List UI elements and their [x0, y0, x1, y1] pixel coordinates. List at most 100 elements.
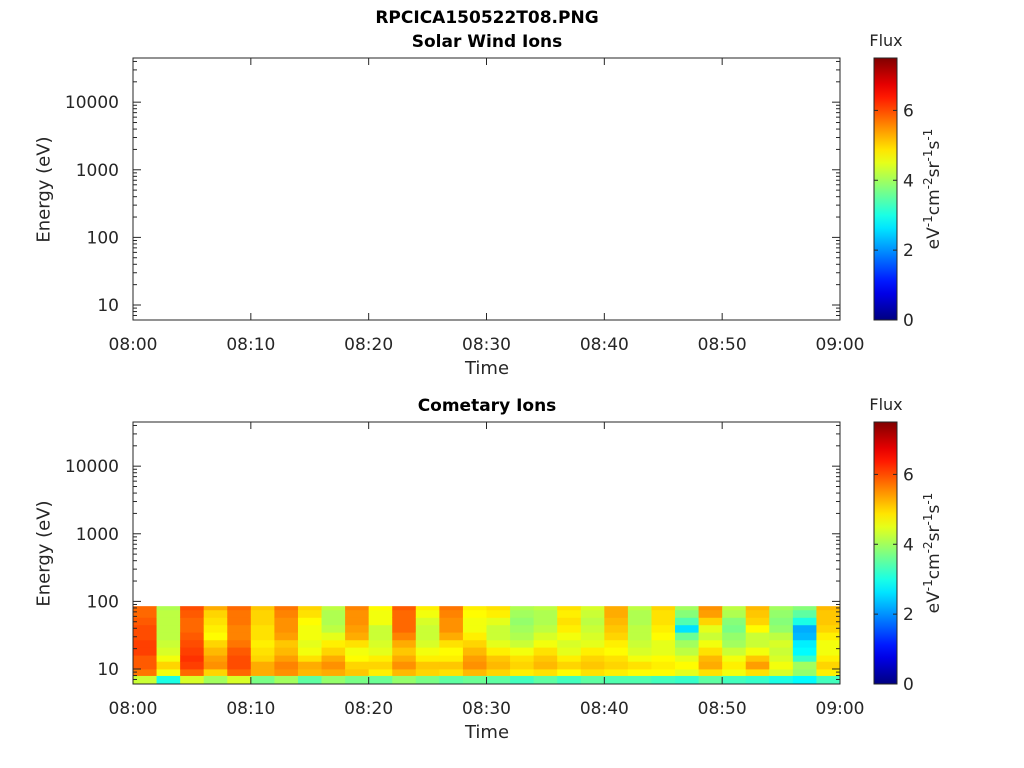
heatmap-cell [816, 617, 841, 626]
heatmap-cell [486, 639, 511, 648]
heatmap-cell [250, 606, 275, 611]
heatmap-cell [392, 609, 417, 618]
heatmap-cell [486, 606, 511, 611]
heatmap-cell [816, 661, 841, 670]
heatmap-cell [745, 606, 770, 611]
heatmap-cell [180, 661, 205, 670]
heatmap-cell [227, 632, 252, 641]
heatmap-cell [651, 632, 676, 641]
heatmap-cell [203, 647, 228, 656]
heatmap-cell [651, 661, 676, 670]
heatmap-cell [792, 624, 817, 633]
heatmap-cell [675, 675, 699, 685]
heatmap-cell [651, 669, 676, 676]
heatmap-cell [675, 632, 699, 641]
axes-box [132, 57, 841, 321]
heatmap-cell [439, 655, 464, 662]
heatmap-cell [651, 609, 676, 618]
heatmap-cell [321, 617, 346, 626]
panel-title-cometary: Cometary Ions [417, 396, 557, 416]
heatmap-cell [274, 606, 299, 611]
heatmap-cell [816, 655, 841, 662]
heatmap-cell [321, 624, 346, 633]
heatmap-cell [627, 609, 652, 618]
colorbar-tick-label: 6 [903, 465, 914, 485]
heatmap-cell [792, 632, 817, 641]
heatmap-cell [274, 675, 299, 685]
heatmap-cell [180, 655, 205, 662]
heatmap-cell [203, 655, 228, 662]
heatmap-cell [698, 655, 723, 662]
heatmap-cell [510, 647, 535, 656]
heatmap-cell [792, 609, 817, 618]
heatmap-cell [274, 655, 299, 662]
heatmap-cell [745, 675, 770, 685]
heatmap-cell [227, 661, 252, 670]
heatmap-cell [745, 617, 770, 626]
heatmap-cell [580, 609, 605, 618]
heatmap-cell [250, 624, 275, 633]
heatmap-cell [133, 647, 157, 656]
heatmap-cell [462, 624, 487, 633]
heatmap-cell [745, 632, 770, 641]
heatmap-cell [722, 632, 747, 641]
heatmap-cell [698, 632, 723, 641]
heatmap-cell [533, 639, 558, 648]
x-tick-label: 08:20 [344, 335, 393, 355]
heatmap-cell [462, 655, 487, 662]
heatmap-cell [274, 647, 299, 656]
heatmap-cell [627, 675, 652, 685]
heatmap-cell [627, 655, 652, 662]
heatmap-cell [297, 655, 322, 662]
heatmap-cell [321, 647, 346, 656]
heatmap-cell [297, 606, 322, 611]
heatmap-cell [133, 669, 157, 676]
heatmap-cell [415, 639, 440, 648]
heatmap-cell [250, 647, 275, 656]
y-tick-label: 10 [97, 660, 119, 680]
heatmap-cell [180, 606, 205, 611]
heatmap-cell [486, 647, 511, 656]
heatmap-cell [533, 632, 558, 641]
heatmap-cell [415, 647, 440, 656]
heatmap-cell [792, 639, 817, 648]
heatmap-cell [604, 617, 629, 626]
heatmap-cell [250, 661, 275, 670]
heatmap-cell [203, 639, 228, 648]
heatmap-cell [439, 617, 464, 626]
colorbar-tick-label: 6 [903, 101, 914, 121]
heatmap-cell [675, 606, 699, 611]
colorbar-units: eV-1cm-2sr-1s-1 [921, 493, 944, 614]
heatmap-cell [580, 624, 605, 633]
colorbar-label-top: Flux [869, 31, 903, 50]
heatmap-cell [345, 661, 370, 670]
heatmap-cell [651, 639, 676, 648]
heatmap-cell [698, 639, 723, 648]
heatmap-cell [745, 655, 770, 662]
heatmap-cell [368, 639, 393, 648]
colorbar [873, 57, 898, 321]
heatmap-cell [816, 606, 841, 611]
heatmap-cell [510, 661, 535, 670]
heatmap-cell [557, 609, 582, 618]
heatmap-cell [227, 647, 252, 656]
heatmap-cell [792, 617, 817, 626]
heatmap-cell [203, 669, 228, 676]
heatmap-cell [627, 606, 652, 611]
heatmap-cell [203, 661, 228, 670]
colorbar-units: eV-1cm-2sr-1s-1 [921, 129, 944, 250]
heatmap-cell [203, 617, 228, 626]
heatmap-cell [651, 617, 676, 626]
heatmap-cell [392, 655, 417, 662]
heatmap-cell [792, 606, 817, 611]
heatmap-cell [651, 624, 676, 633]
heatmap-cell [297, 624, 322, 633]
heatmap-cell [345, 606, 370, 611]
heatmap-cell [203, 632, 228, 641]
heatmap-cell [627, 661, 652, 670]
heatmap-cell [816, 609, 841, 618]
heatmap-cell [510, 617, 535, 626]
heatmap-cell [415, 617, 440, 626]
heatmap-cell [604, 661, 629, 670]
heatmap-cell [439, 669, 464, 676]
